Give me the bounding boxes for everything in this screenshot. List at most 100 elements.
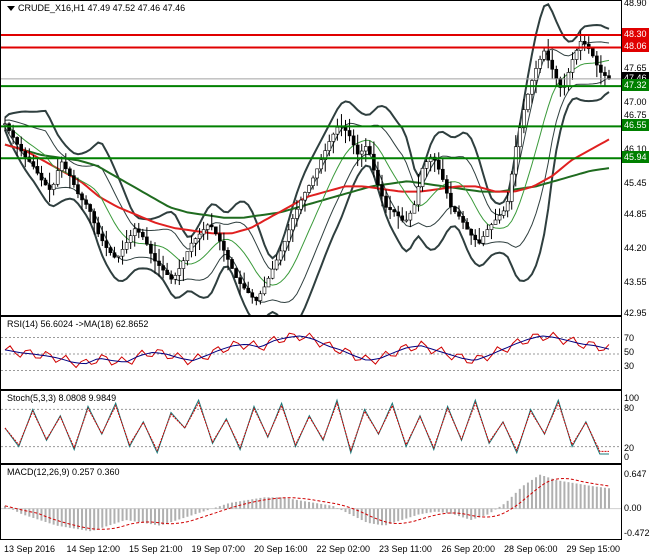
candle-body [161,265,165,271]
candle-body [303,192,307,201]
candle-body [574,50,579,60]
candle-body [481,236,486,244]
time-axis-label: 23 Sep 11:00 [379,544,432,554]
price-chart-pane[interactable]: CRUDE_X16,H1 47.49 47.52 47.46 47.46 [0,0,622,316]
stoch-axis-100: 100 [624,393,640,403]
time-axis-label: 26 Sep 20:00 [441,544,496,554]
candle-body [538,59,542,69]
candle-body [226,249,230,260]
candle-body [242,283,246,289]
candle-body [209,224,214,228]
price-tag: 46.55 [622,119,649,132]
price-axis-label: 47.65 [624,62,647,73]
candle-body [311,177,315,186]
candle-body [457,211,461,217]
candle-body [449,192,453,208]
stoch-axis: 100 80 20 0 [622,390,660,464]
stoch-plot [1,398,621,455]
candle-body [112,252,117,258]
candle-body [68,168,72,176]
price-axis-label: 46.75 [624,109,647,120]
candle-body [445,179,449,194]
time-axis-label: 19 Sep 07:00 [191,544,246,554]
rsi-axis-30: 30 [624,361,635,371]
candle-body [218,233,222,242]
candle-body [193,238,198,244]
price-tag: 48.30 [622,27,649,40]
candle-body [489,224,494,230]
time-axis-label: 14 Sep 12:00 [66,544,121,554]
candle-body [181,260,186,269]
candle-body [254,296,259,301]
candle-body [603,72,607,76]
candle-body [43,179,48,186]
time-axis-label: 13 Sep 2016 [4,544,56,554]
candle-body [185,251,190,262]
candle-body [440,168,445,180]
candle-body [368,146,372,155]
candle-body [177,268,182,276]
rsi-axis-70: 70 [624,333,635,343]
rsi-plot [1,331,621,371]
candle-body [234,268,238,278]
candle-body [396,211,401,217]
candle-body [262,286,267,295]
macd-signal-line [4,477,610,530]
candle-body [128,235,133,243]
rsi-pane[interactable]: RSI(14) 56.6024 ->MA(18) 62.8652 [0,316,622,390]
symbol-label: CRUDE_X16,H1 [18,3,86,13]
ma-slow-line [4,143,610,219]
rsi-axis: 70 50 30 [622,316,660,390]
candle-body [469,228,473,236]
chevron-down-icon[interactable] [7,6,15,12]
candle-body [76,184,80,195]
candle-body [355,144,360,155]
candle-body [55,170,60,185]
chart-header: CRUDE_X16,H1 47.49 47.52 47.46 47.46 [7,3,185,13]
candle-body [599,64,603,73]
candle-body [205,224,210,230]
ma-fast-line [4,59,610,286]
candle-body [197,233,202,239]
candle-body [258,293,263,301]
price-plot[interactable] [1,1,622,316]
macd-pane[interactable]: MACD(12,26,9) 0.257 0.360 [0,464,622,540]
price-axis-label: 46.10 [624,143,647,154]
candle-body [96,222,101,235]
price-axis-label: 48.90 [624,0,647,8]
stoch-axis-0: 0 [624,452,630,462]
price-axis-label: 44.20 [624,243,647,254]
candle-body [165,269,169,275]
time-axis-label: 28 Sep 06:00 [504,544,558,554]
candle-body [141,232,145,238]
stoch-pane[interactable]: Stoch(5,3,3) 8.0808 9.9849 [0,390,622,464]
candle-body [250,292,255,298]
candle-body [327,141,332,151]
candle-body [230,259,234,269]
candle-body [27,156,32,162]
candle-body [238,277,242,284]
candle-body [270,268,275,279]
candle-body [586,43,591,50]
candle-body [246,287,251,294]
candle-body [424,161,429,169]
candle-body [501,210,506,216]
candle-body [64,161,68,170]
macd-axis: 0.647 0.00 -0.472 [622,464,660,540]
macd-plot [1,474,621,532]
candle-body [169,274,174,280]
candle-body [550,59,555,70]
candle-body [19,143,24,152]
candle-body [542,50,546,60]
candle-body [145,236,149,245]
candle-body [59,161,64,171]
candle-body [420,168,425,187]
stoch-signal-line [4,401,609,452]
candle-body [518,127,522,148]
indicator-line [4,331,610,369]
candle-body [570,59,575,73]
time-axis-label: 29 Sep 15:00 [566,544,621,554]
candle-body [497,215,502,221]
candle-body [477,239,482,244]
candle-body [11,130,15,138]
